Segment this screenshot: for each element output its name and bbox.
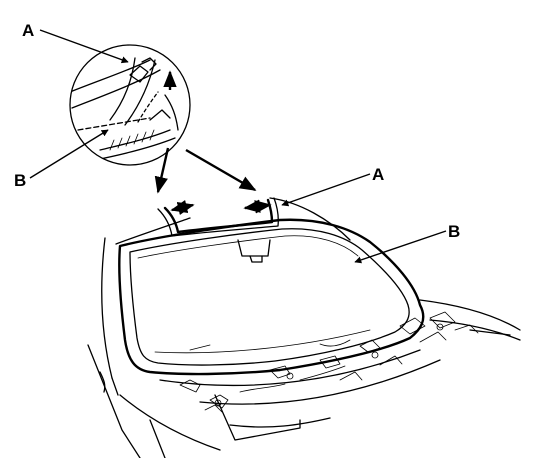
windshield-glass <box>118 218 425 376</box>
callout-label-b-right: B <box>448 222 460 241</box>
detail-view <box>69 44 191 166</box>
callout-label-a-right: A <box>372 165 384 184</box>
direction-arrows <box>154 147 272 216</box>
upper-molding-a <box>157 197 279 237</box>
cowl-details <box>179 311 479 413</box>
callout-label-a-top: A <box>22 21 34 40</box>
car-body <box>87 197 521 458</box>
callout-label-b-left: B <box>14 171 26 190</box>
callout-leaders <box>29 29 447 264</box>
